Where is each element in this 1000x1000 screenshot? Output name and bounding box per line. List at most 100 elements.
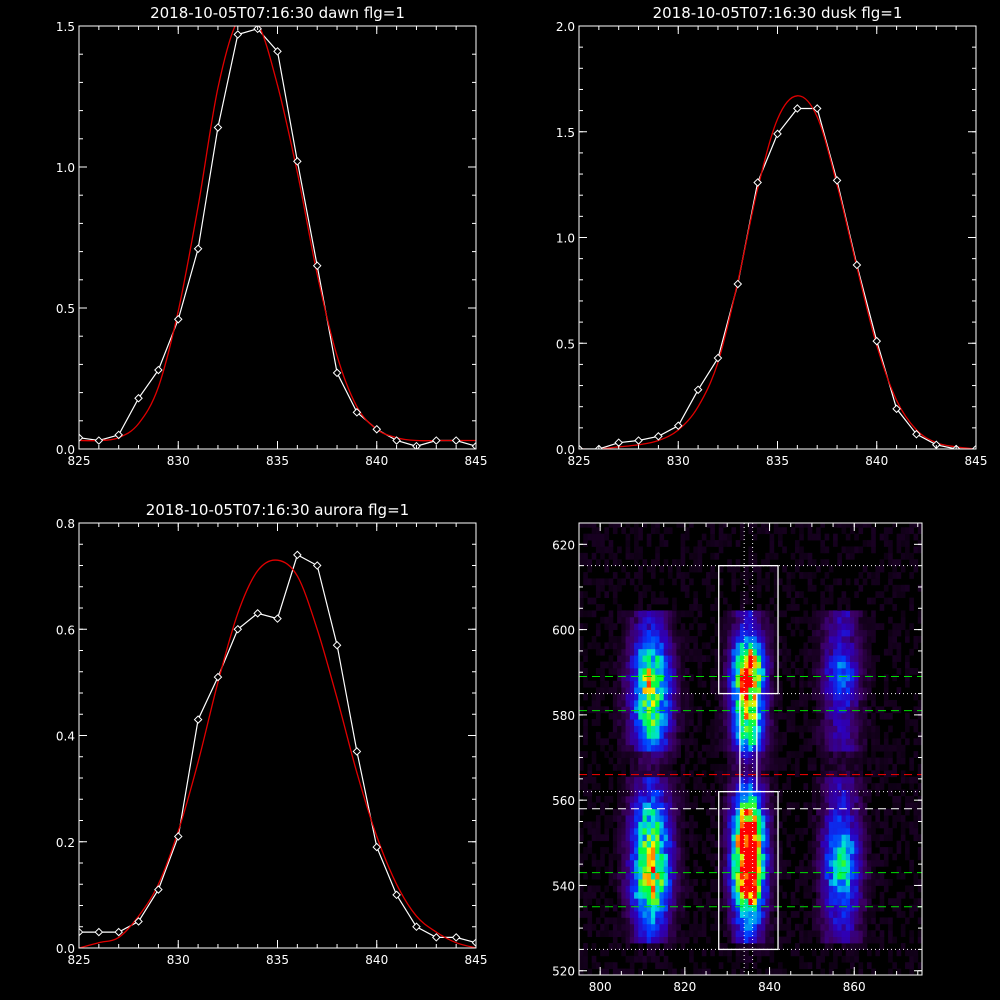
heatmap-cell (816, 917, 821, 925)
heatmap-cell (587, 968, 593, 975)
heatmap-cell (837, 866, 842, 874)
heatmap-cell (756, 565, 762, 573)
heatmap-cell (765, 795, 770, 803)
heatmap-cell (646, 853, 652, 861)
heatmap-cell (909, 949, 914, 957)
heatmap-cell (811, 629, 817, 637)
heatmap-cell (701, 904, 707, 912)
heatmap-cell (816, 859, 821, 867)
heatmap-cell (773, 847, 779, 854)
heatmap-cell (850, 661, 855, 669)
heatmap-cell (756, 527, 762, 535)
heatmap-cell (693, 911, 698, 918)
heatmap-cell (748, 757, 754, 765)
heatmap-cell (888, 527, 893, 535)
heatmap-cell (782, 872, 787, 880)
heatmap-cell (608, 523, 614, 528)
heatmap-cell (896, 540, 902, 547)
heatmap-cell (794, 943, 800, 950)
heatmap-cell (892, 763, 897, 771)
heatmap-cell (756, 584, 762, 592)
heatmap-cell (710, 725, 715, 733)
heatmap-cell (896, 648, 902, 656)
heatmap-cell (744, 655, 749, 662)
heatmap-cell (756, 719, 762, 726)
heatmap-cell (765, 738, 770, 746)
heatmap-cell (811, 879, 817, 886)
heatmap-cell (706, 795, 711, 803)
heatmap-cell (744, 699, 749, 707)
heatmap-cell (744, 738, 749, 746)
heatmap-cell (595, 962, 601, 970)
heatmap-cell (748, 840, 754, 848)
heatmap-cell (752, 808, 758, 816)
heatmap-cell (718, 923, 724, 931)
heatmap-cell (765, 680, 770, 688)
heatmap-cell (850, 725, 855, 733)
heatmap-cell (663, 859, 669, 867)
heatmap-cell (667, 680, 673, 688)
heatmap-cell (900, 923, 906, 931)
heatmap-cell (718, 840, 724, 848)
heatmap-cell (625, 731, 631, 739)
data-point (193, 244, 203, 254)
heatmap-cell (587, 533, 593, 541)
heatmap-cell (799, 731, 804, 739)
heatmap-cell (820, 923, 825, 931)
heatmap-cell (595, 623, 601, 631)
heatmap-cell (900, 591, 906, 599)
heatmap-cell (892, 936, 897, 944)
heatmap-cell (905, 674, 910, 682)
heatmap-cell (854, 802, 859, 810)
data-point (733, 279, 743, 289)
heatmap-cell (883, 757, 889, 765)
x-tick-label: 825 (68, 953, 91, 967)
heatmap-cell (744, 891, 749, 899)
heatmap-cell (786, 725, 792, 733)
heatmap-cell (659, 904, 665, 912)
heatmap-cell (862, 859, 868, 867)
heatmap-cell (778, 527, 783, 535)
heatmap-cell (744, 591, 749, 599)
heatmap-cell (756, 859, 762, 867)
heatmap-cell (833, 642, 838, 650)
heatmap-cell (883, 770, 889, 778)
heatmap-cell (794, 827, 800, 835)
heatmap-cell (735, 904, 741, 912)
heatmap-cell (595, 533, 601, 541)
heatmap-cell (693, 866, 698, 874)
heatmap-cell (807, 821, 813, 829)
heatmap-cell (786, 604, 792, 611)
heatmap-cell (820, 783, 825, 790)
heatmap-cell (803, 680, 809, 688)
heatmap-cell (866, 680, 872, 688)
heatmap-cell (667, 623, 673, 631)
heatmap-cell (824, 872, 830, 880)
heatmap-cell (828, 898, 834, 906)
heatmap-cell (739, 776, 745, 784)
heatmap-cell (790, 847, 796, 854)
heatmap-cell (807, 578, 813, 586)
heatmap-cell (905, 847, 910, 854)
heatmap-cell (769, 763, 775, 771)
heatmap-cell (655, 674, 660, 682)
heatmap-cell (735, 738, 741, 746)
panel-aurora: 825 830 835 840 8450.00.20.40.60.82018-10-05… (56, 501, 488, 967)
heatmap-cell (731, 744, 737, 752)
heatmap-cell (773, 687, 779, 694)
heatmap-cell (862, 565, 868, 573)
heatmap-cell (612, 693, 618, 701)
x-tick-label: 825 (68, 454, 91, 468)
heatmap-cell (591, 533, 597, 541)
heatmap-cell (693, 591, 698, 599)
heatmap-cell (748, 712, 754, 720)
heatmap-cell (756, 795, 762, 803)
heatmap-cell (866, 879, 872, 886)
heatmap-cell (913, 879, 919, 886)
heatmap-cell (799, 559, 804, 567)
heatmap-cell (892, 623, 897, 631)
heatmap-cell (629, 923, 635, 931)
heatmap-cell (684, 636, 690, 643)
heatmap-cell (765, 866, 770, 874)
heatmap-cell (659, 795, 665, 803)
